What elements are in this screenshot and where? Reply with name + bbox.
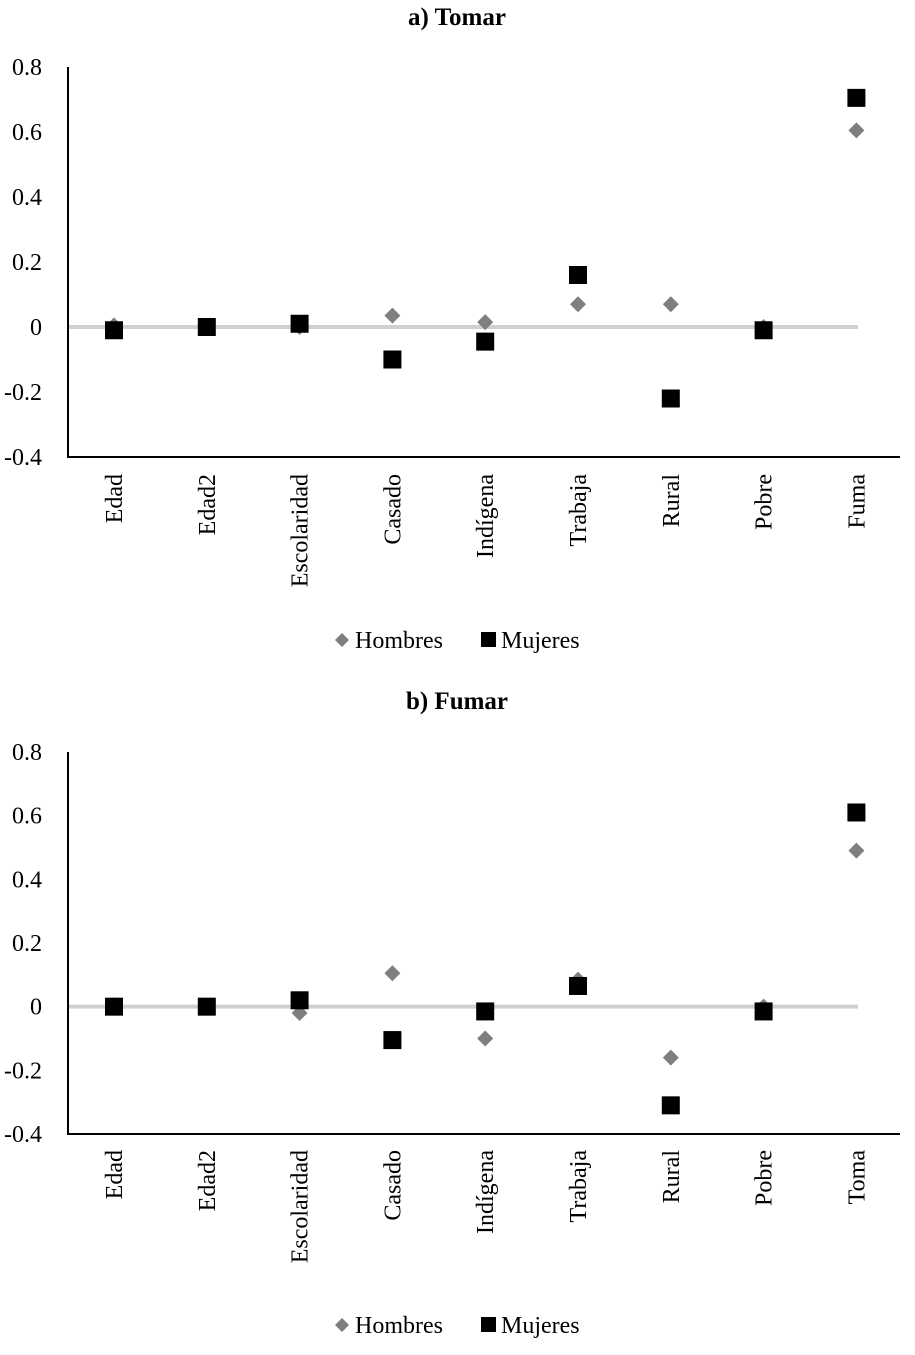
category-label: Escolaridad xyxy=(288,1150,314,1263)
y-tick-label: 0.2 xyxy=(12,250,42,276)
y-tick-label: 0 xyxy=(30,315,42,341)
point-hombres xyxy=(570,296,586,313)
category-label: Trabaja xyxy=(566,474,592,547)
axes xyxy=(67,752,900,1135)
y-axis-ticks: 0.8 0.6 0.4 0.2 0 -0.2 -0.4 xyxy=(4,55,42,471)
point-mujeres xyxy=(661,389,680,408)
legend: Hombres Mujeres xyxy=(335,1313,580,1339)
legend-label-mujeres: Mujeres xyxy=(501,1313,580,1339)
point-mujeres xyxy=(476,1002,495,1021)
point-mujeres xyxy=(197,997,216,1016)
category-label: Indígena xyxy=(473,1150,499,1234)
point-hombres xyxy=(662,296,679,313)
category-label: Edad xyxy=(102,1150,128,1199)
category-label: Pobre xyxy=(752,1150,778,1206)
category-label: Edad xyxy=(102,474,128,523)
legend-label-hombres: Hombres xyxy=(355,1313,443,1339)
legend-item-mujeres: Mujeres xyxy=(481,1313,580,1339)
point-mujeres xyxy=(105,321,123,340)
point-mujeres xyxy=(383,350,402,369)
category-label: Casado xyxy=(380,1150,406,1221)
y-tick-label: 0.2 xyxy=(12,931,42,957)
category-label: Casado xyxy=(380,474,406,545)
y-tick-label: 0.6 xyxy=(12,804,42,830)
y-tick-label: -0.2 xyxy=(4,380,42,406)
chart-title: a) Tomar xyxy=(408,4,506,31)
point-mujeres xyxy=(105,997,123,1016)
data-points xyxy=(105,88,866,408)
y-tick-label: 0.8 xyxy=(12,55,42,81)
point-hombres xyxy=(384,307,401,324)
legend: Hombres Mujeres xyxy=(335,628,580,654)
legend-label-mujeres: Mujeres xyxy=(501,628,580,654)
point-hombres xyxy=(848,122,865,139)
point-mujeres xyxy=(197,318,216,336)
chart-title: b) Fumar xyxy=(406,688,508,715)
point-mujeres xyxy=(661,1096,680,1115)
y-tick-label: 0.6 xyxy=(12,120,42,146)
legend-square-marker xyxy=(481,632,496,647)
category-label: Edad2 xyxy=(195,474,221,535)
point-mujeres xyxy=(569,976,587,995)
category-label: Rural xyxy=(659,1150,685,1204)
category-labels: Edad Edad2 Escolaridad Casado Indígena Trabaj… xyxy=(102,474,870,588)
category-label: Pobre xyxy=(752,474,778,530)
point-hombres xyxy=(384,965,401,982)
point-mujeres xyxy=(754,1002,773,1021)
category-labels: Edad Edad2 Escolaridad Casado Indígena Trabaj… xyxy=(102,1150,870,1264)
category-label: Escolaridad xyxy=(288,474,314,587)
legend-diamond-marker xyxy=(335,633,349,647)
point-mujeres xyxy=(847,88,866,107)
legend-item-mujeres: Mujeres xyxy=(481,628,580,654)
legend-diamond-marker xyxy=(335,1318,349,1332)
chart-panel-fumar: b) Fumar 0.8 0.6 0.4 0.2 0 -0.2 -0.4 Edad Edad2… xyxy=(4,688,900,1339)
y-tick-label: -0.4 xyxy=(4,1122,42,1148)
legend-item-hombres: Hombres xyxy=(335,628,443,654)
category-label: Fuma xyxy=(844,474,870,529)
y-tick-label: 0.4 xyxy=(12,867,42,893)
point-mujeres xyxy=(569,266,587,284)
point-hombres xyxy=(848,842,865,859)
point-mujeres xyxy=(847,803,866,822)
point-mujeres xyxy=(476,332,495,351)
point-mujeres xyxy=(383,1031,402,1050)
point-mujeres xyxy=(290,314,309,333)
point-mujeres xyxy=(754,321,773,340)
category-label: Edad2 xyxy=(195,1150,221,1211)
point-hombres xyxy=(662,1049,679,1066)
y-tick-label: -0.4 xyxy=(4,445,42,471)
category-label: Toma xyxy=(844,1150,870,1205)
y-tick-label: -0.2 xyxy=(4,1058,42,1084)
chart-panel-tomar: a) Tomar 0.8 0.6 0.4 0.2 0 -0.2 -0.4 Edad Edad2… xyxy=(4,4,900,654)
legend-item-hombres: Hombres xyxy=(335,1313,443,1339)
y-tick-label: 0.4 xyxy=(12,185,42,211)
y-axis-ticks: 0.8 0.6 0.4 0.2 0 -0.2 -0.4 xyxy=(4,740,42,1148)
legend-square-marker xyxy=(481,1317,496,1332)
y-tick-label: 0 xyxy=(30,995,42,1021)
legend-label-hombres: Hombres xyxy=(355,628,443,654)
category-label: Trabaja xyxy=(566,1150,592,1223)
data-points xyxy=(105,803,866,1115)
point-hombres xyxy=(477,1030,494,1047)
point-mujeres xyxy=(290,991,309,1010)
y-tick-label: 0.8 xyxy=(12,740,42,766)
category-label: Indígena xyxy=(473,474,499,558)
axes xyxy=(67,67,900,458)
category-label: Rural xyxy=(659,474,685,528)
point-hombres xyxy=(477,314,494,331)
